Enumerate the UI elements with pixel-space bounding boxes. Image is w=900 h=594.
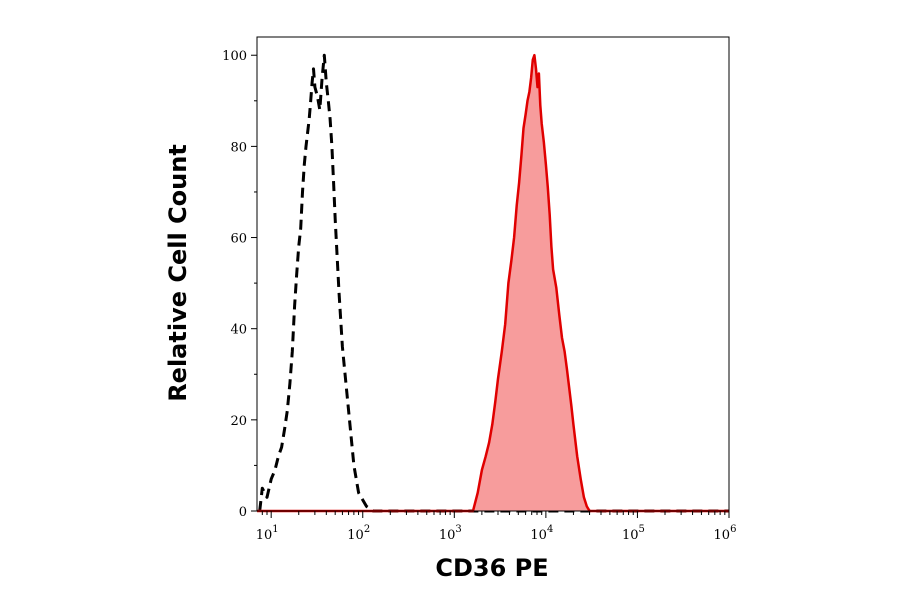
y-tick-label: 40 bbox=[230, 323, 247, 338]
y-axis-title: Relative Cell Count bbox=[164, 144, 192, 402]
x-tick-label: 104 bbox=[530, 524, 553, 543]
y-tick-label: 0 bbox=[239, 505, 247, 520]
x-tick-label: 101 bbox=[256, 524, 279, 543]
x-axis-title: CD36 PE bbox=[435, 554, 548, 582]
histogram-line-0 bbox=[258, 53, 729, 513]
histogram-fill-1 bbox=[257, 55, 729, 511]
y-tick-label: 80 bbox=[230, 140, 247, 155]
histogram-line-1 bbox=[257, 53, 729, 513]
y-tick-label: 20 bbox=[230, 414, 247, 429]
y-tick-label: 100 bbox=[222, 49, 247, 64]
plot-area: 0 20 40 60 80 100 101 102 103 104 105 106 bbox=[222, 36, 737, 543]
x-tick-label: 105 bbox=[622, 524, 645, 543]
plot-frame bbox=[256, 36, 730, 512]
x-tick-label: 102 bbox=[347, 524, 370, 543]
y-tick-label: 60 bbox=[230, 232, 247, 247]
x-tick-label: 106 bbox=[714, 524, 737, 543]
x-tick-label: 103 bbox=[439, 524, 462, 543]
